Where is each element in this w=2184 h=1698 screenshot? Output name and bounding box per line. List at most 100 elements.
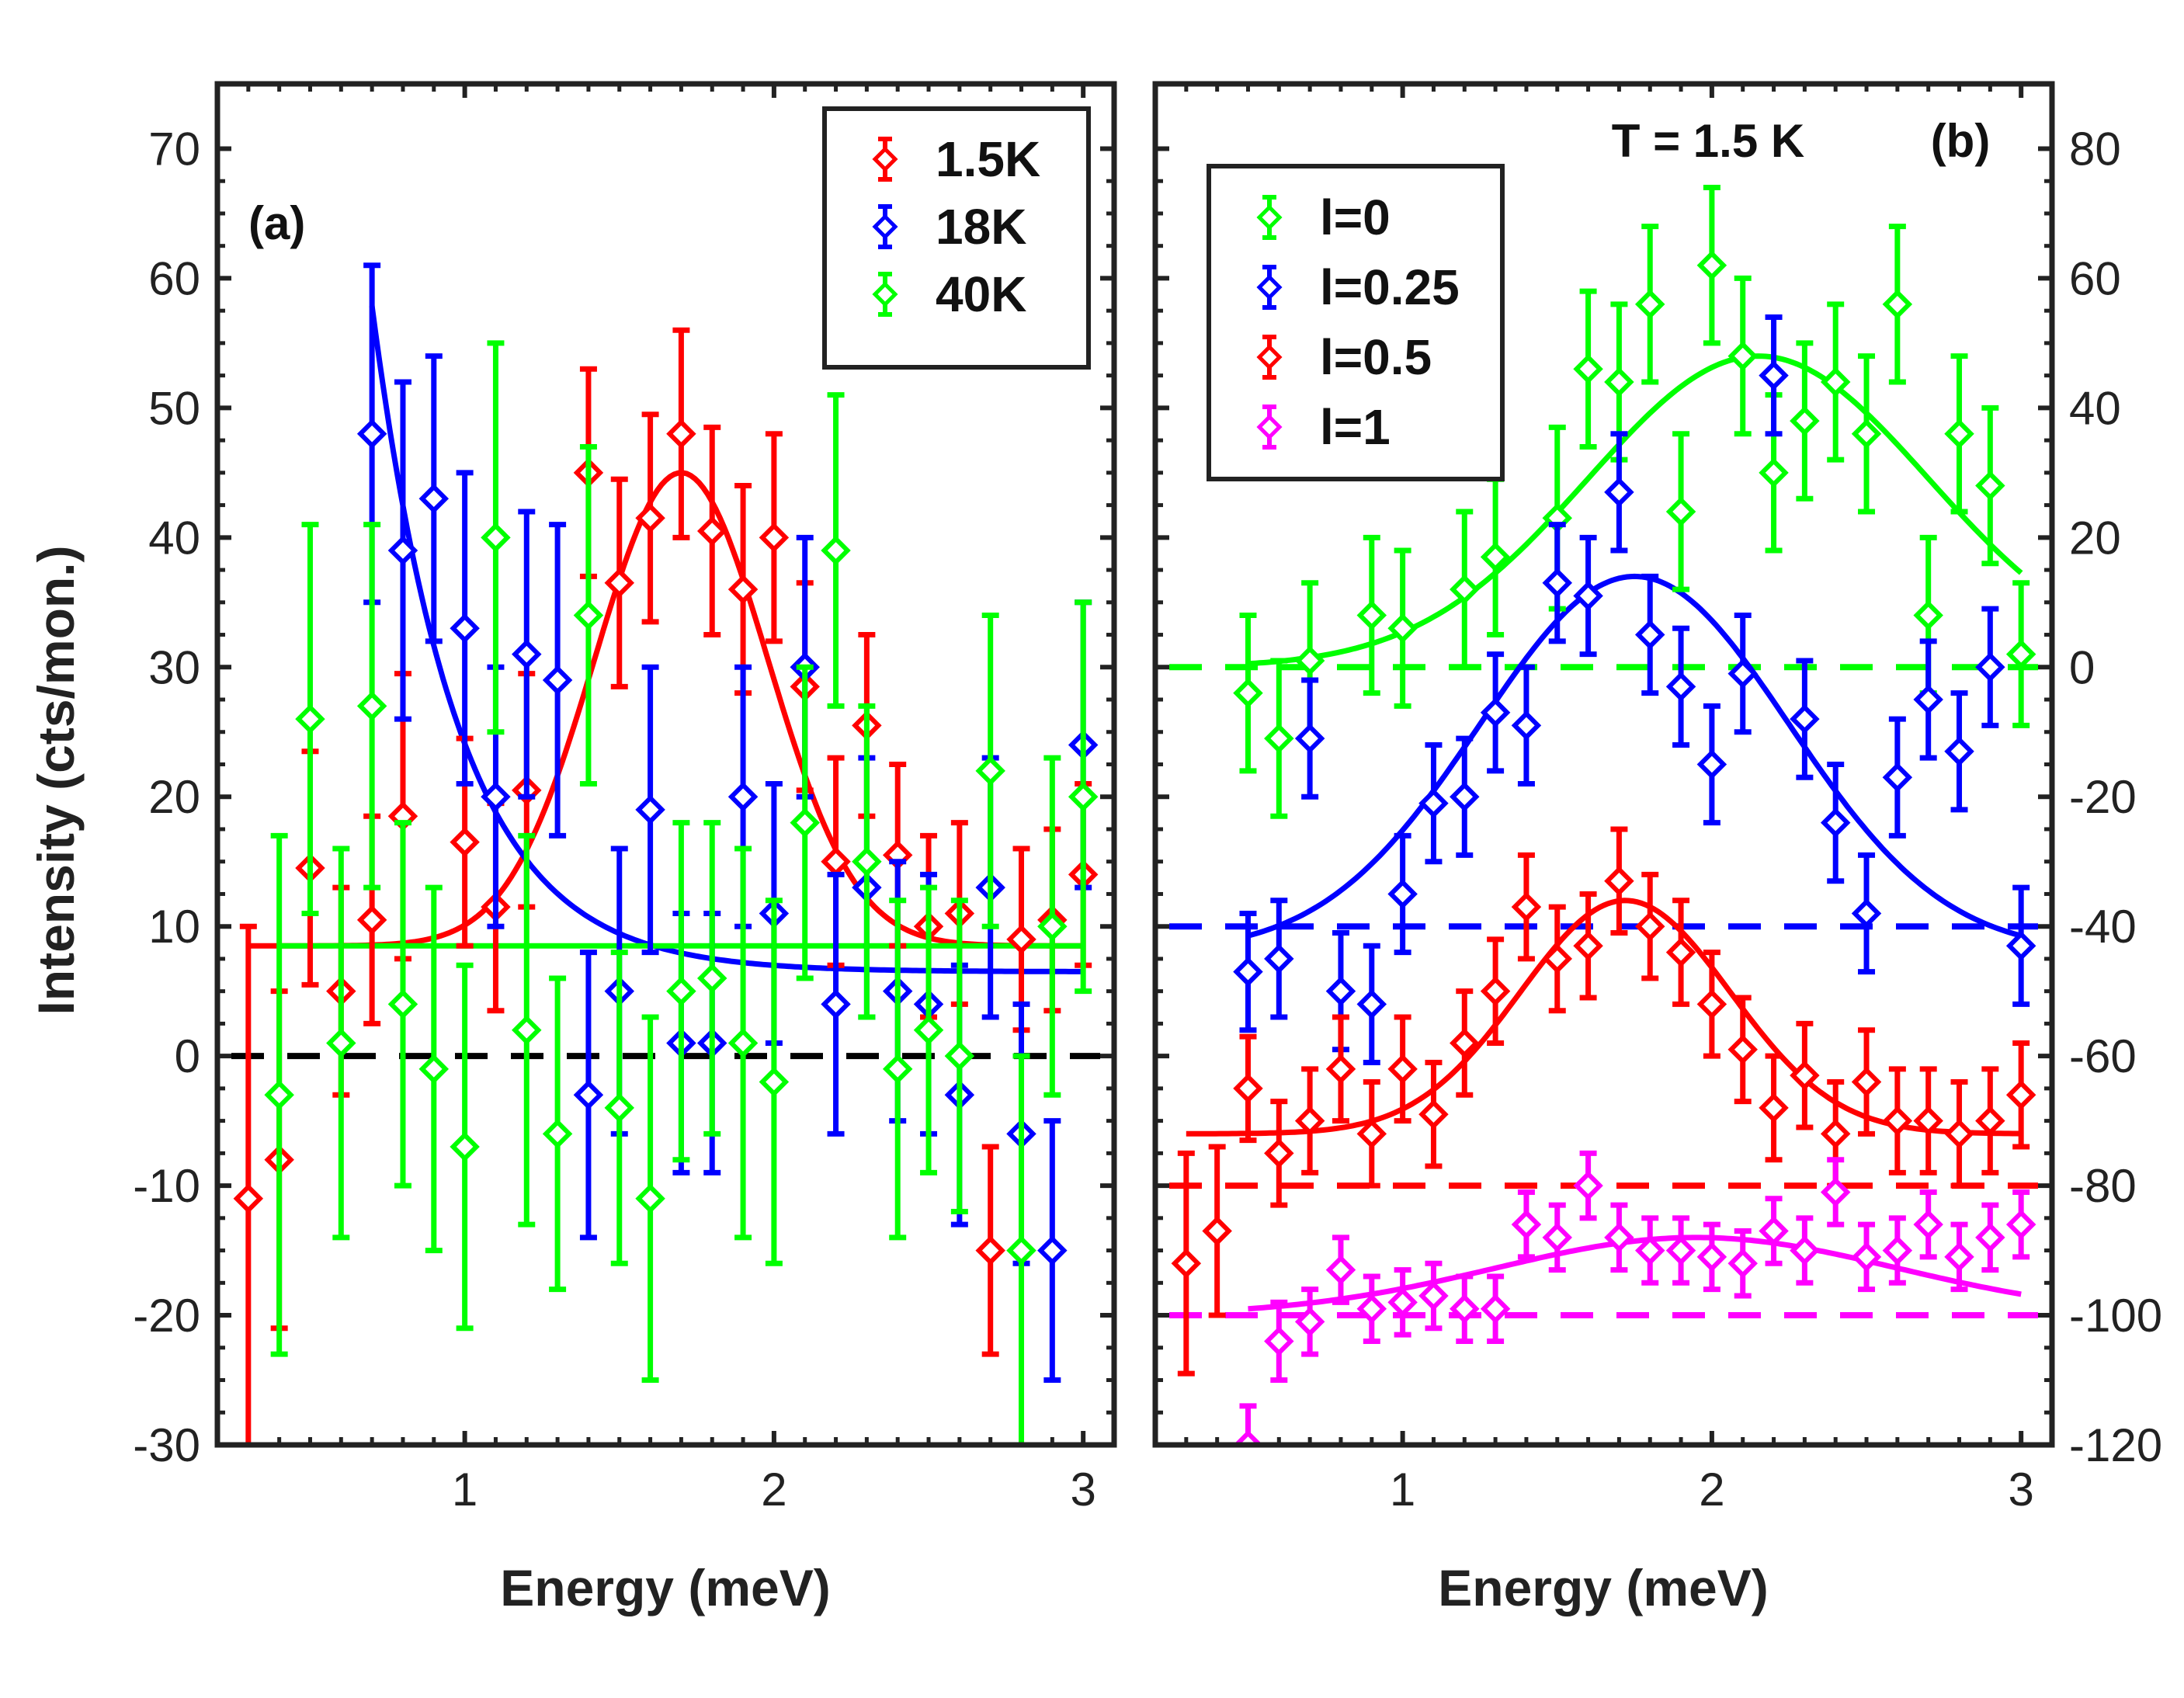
data-point-l=0.25 [1542,522,1573,644]
data-point-l=1 [1418,1260,1449,1332]
data-point-l=0.25 [1851,852,1882,975]
data-point-l=0 [1480,476,1511,638]
data-point-l=1 [1882,1215,1913,1286]
data-point-l=0.25 [1790,658,1820,780]
data-point-l=1 [1727,1228,1758,1299]
data-point-40K [727,846,759,1241]
data-point-l=0.25 [1573,534,1603,658]
panel-b-annotation: T = 1.5 K [1612,115,1804,167]
legend-entry-l=0.25: l=0.25 [1256,259,1460,315]
data-point-l=0.5 [1759,1053,1789,1163]
data-point-l=0.25 [1696,703,1727,826]
data-point-l=0.5 [1294,1066,1325,1175]
data-point-l=0.25 [1387,832,1418,956]
data-point-l=1 [1851,1221,1882,1293]
panel-b: -120 -100 -80 -60 -40 -20 0 20 40 60 80 1 2 3 Energy… [1152,81,2162,1616]
data-point-40K [264,832,294,1357]
panel-b-label: (b) [1931,115,1991,167]
data-point-l=0 [1696,185,1727,346]
data-point-l=0.25 [1634,573,1665,696]
y-tick-label: 20 [2069,512,2121,564]
data-point-l=0.25 [1975,606,2005,728]
legend-label: 18K [936,199,1026,255]
y-tick-label: 30 [148,641,200,693]
data-point-l=0.5 [1356,1079,1387,1189]
data-point-l=0 [1665,431,1696,592]
legend-entry-18K: 18K [872,199,1026,255]
data-point-l=0 [1882,224,1913,385]
data-point-40K [418,884,450,1254]
data-point-1.5K [635,411,665,625]
data-point-40K [387,820,418,1189]
y-tick-label: -60 [2069,1030,2137,1082]
data-point-l=0.5 [1727,995,1758,1105]
data-point-40K [821,392,851,709]
data-point-l=0.25 [1727,613,1758,735]
data-point-l=0 [1727,275,1758,437]
data-point-18K [821,871,851,1137]
panel-b-y-tick-labels: -120 -100 -80 -60 -40 -20 0 20 40 60 80 [2069,123,2162,1471]
data-point-l=0.5 [2005,1040,2036,1150]
data-point-l=0 [1573,288,1603,450]
data-point-l=1 [1759,1196,1789,1266]
data-point-l=1 [1325,1234,1356,1305]
data-point-l=0.5 [1418,1059,1449,1169]
panel-a-frame [214,81,1117,1448]
data-point-40K [666,820,696,1163]
data-point-l=0.5 [1604,826,1634,936]
y-tick-label: 60 [2069,252,2121,304]
data-point-l=0 [1356,534,1387,696]
data-point-l=0.5 [1233,1033,1263,1144]
data-point-l=0 [1790,340,1820,502]
data-point-l=1 [1387,1267,1418,1338]
y-tick-label: 80 [2069,123,2121,175]
data-point-l=0 [1233,613,1263,774]
y-tick-label: 20 [148,771,200,823]
data-point-l=0.25 [1450,735,1480,858]
panel-a-legend-box [822,106,1091,370]
data-point-l=0 [1634,224,1665,385]
legend-entry-l=0.5: l=0.5 [1256,329,1432,385]
panel-a-legend: 1.5K 18K 40K [822,106,1091,370]
x-tick-label: 3 [1070,1464,1095,1516]
data-point-l=0 [1944,353,1974,515]
data-point-18K [450,470,480,787]
data-point-l=0.5 [1480,936,1511,1046]
data-point-40K [1006,1053,1036,1445]
fit-curve-l=0 [1248,353,2023,667]
data-point-l=0.5 [1882,1066,1913,1175]
legend-entry-40K: 40K [872,266,1026,322]
y-tick-label: -30 [133,1419,200,1471]
data-point-l=0.5 [1851,1027,1882,1137]
data-point-l=1 [1790,1215,1820,1286]
data-point-l=0.25 [1882,716,1913,839]
data-point-40K [512,832,542,1227]
y-tick-label: 40 [148,512,200,564]
data-point-l=0.5 [1790,1020,1820,1130]
legend-label: l=0 [1320,189,1391,245]
fit-curve-l=0.25 [1247,573,2023,939]
legend-entry-l=0: l=0 [1256,189,1391,245]
data-point-l=1 [1604,1202,1634,1273]
panel-a-y-tick-labels: -30 -20 -10 0 10 20 30 40 50 60 70 [133,123,200,1471]
data-point-l=1 [1913,1189,1943,1260]
data-point-40K [635,1014,665,1384]
data-point-l=1 [1820,1157,1851,1227]
y-tick-label: -100 [2069,1290,2162,1342]
panel-a-label: (a) [248,197,305,249]
y-axis-title: Intensity (cts/mon.) [27,545,85,1015]
panel-b-data-points [1171,185,2036,1445]
y-tick-label: 0 [2069,641,2095,693]
data-point-l=0 [2005,580,2036,728]
data-point-l=1 [1294,1287,1325,1357]
panel-b-legend: l=0 l=0.25 l=0.5 l=1 [1207,164,1505,481]
data-point-18K [1037,1118,1068,1384]
data-point-40K [913,884,944,1175]
panel-a: -30 -20 -10 0 10 20 30 40 50 60 70 1 2 3 Energy (meV… [133,81,1117,1616]
data-point-40K [542,975,573,1293]
y-tick-label: -40 [2069,901,2137,953]
data-point-l=0.5 [1450,988,1480,1098]
data-point-l=0.25 [2005,884,2036,1007]
data-point-l=0.5 [1325,1014,1356,1124]
